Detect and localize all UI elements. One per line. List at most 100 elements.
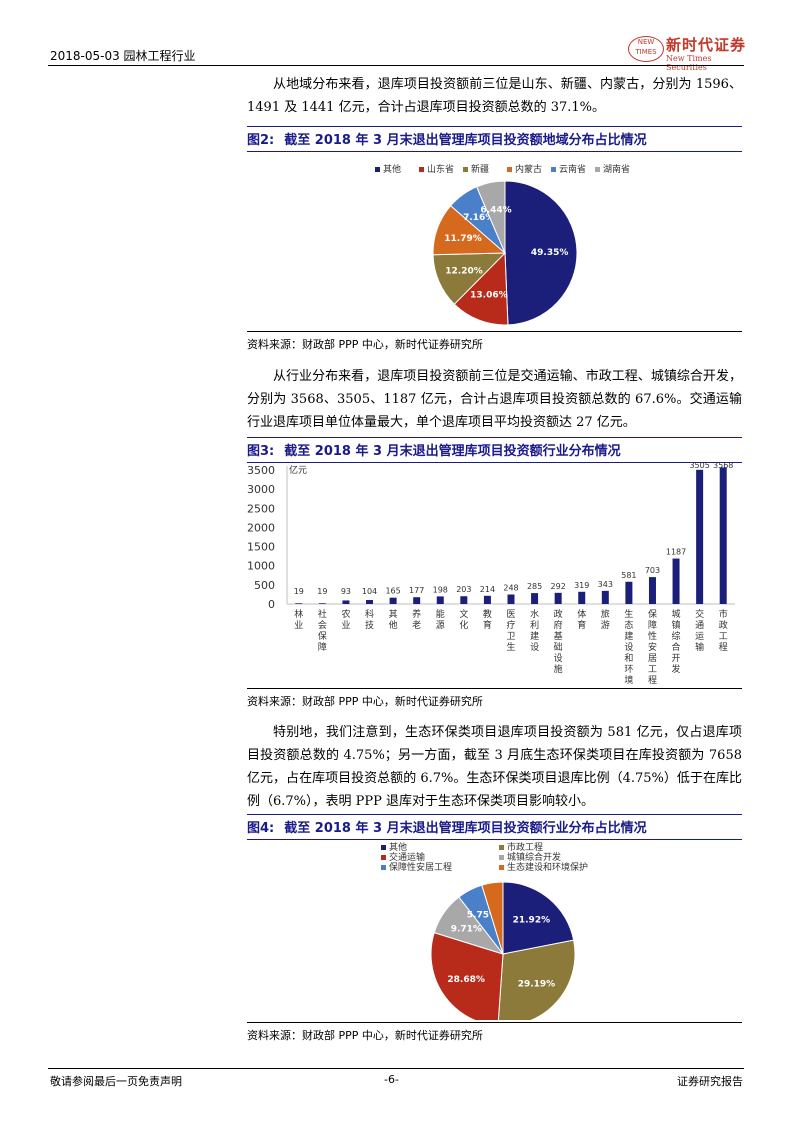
legend-swatch — [595, 167, 600, 172]
pie-slice — [475, 180, 506, 254]
bar-value-label: 165 — [385, 587, 400, 596]
figure-2-pie-chart: 其他 山东省 新疆 内蒙古 云南省 湖南省 49.35% 13.06% 12.20% 11.79%… — [375, 163, 630, 326]
paragraph-eco-projects: 特别地，我们注意到，生态环保类项目退库项目投资额为 581 亿元，仅占退库项目投… — [247, 725, 743, 809]
x-category-label-char: 综 — [672, 630, 681, 642]
bar-value-label: 3568 — [713, 461, 733, 470]
x-category-label-char: 市 — [719, 608, 728, 620]
figure-3-number: 图3: — [247, 444, 275, 459]
x-category-label-char: 源 — [436, 620, 445, 631]
legend-swatch — [499, 855, 504, 860]
x-category-label-char: 和 — [624, 653, 633, 664]
bar-体育 — [578, 591, 586, 604]
legend-label: 新疆 — [471, 163, 489, 175]
x-category-label-char: 设 — [624, 642, 633, 653]
x-category-label-char: 生 — [506, 641, 515, 653]
logo-english-name: New Times Securities — [666, 54, 712, 72]
bar-value-label: 285 — [527, 582, 542, 591]
pie-slice — [481, 881, 504, 955]
pie-data-label: 29.19% — [518, 980, 556, 990]
logo-badge-bottom: TIMES — [635, 48, 657, 56]
legend-label: 云南省 — [559, 163, 586, 175]
pie-data-label: 28.68% — [447, 975, 485, 985]
x-category-label-char: 通 — [695, 620, 704, 631]
x-category-label-char: 文 — [459, 608, 468, 620]
x-category-label-char: 合 — [672, 641, 681, 653]
figure-4-source: 资料来源：财政部 PPP 中心，新时代证券研究所 — [247, 1022, 742, 1043]
bar-value-label: 19 — [294, 587, 304, 596]
bar-value-label: 198 — [433, 585, 448, 594]
footer-page-number: -6- — [384, 1073, 399, 1086]
bar-value-label: 203 — [456, 585, 471, 594]
x-category-label-char: 输 — [695, 641, 704, 653]
legend-label: 其他 — [383, 163, 401, 175]
x-category-label-group: 农业 — [341, 608, 350, 631]
x-category-label-char: 运 — [695, 631, 704, 642]
x-category-label-char: 林 — [294, 608, 303, 620]
x-category-label-char: 业 — [341, 620, 350, 631]
legend-swatch — [551, 167, 556, 172]
x-category-label-char: 育 — [577, 619, 586, 631]
x-category-label-char: 社 — [318, 608, 327, 620]
x-category-label-char: 老 — [412, 619, 421, 631]
x-category-label-char: 他 — [389, 619, 398, 631]
bar-value-label: 292 — [551, 582, 566, 591]
x-category-label-char: 疗 — [506, 619, 515, 631]
logo-chinese-name: 新时代证券 — [666, 36, 747, 54]
header-divider — [48, 65, 744, 66]
bar-value-label: 703 — [645, 566, 660, 575]
x-category-label-group: 文化 — [459, 608, 468, 631]
bar-教育 — [483, 595, 491, 604]
pie-data-label: 21.92% — [513, 916, 551, 926]
x-category-label-char: 工 — [648, 665, 657, 675]
y-tick-label: 2500 — [247, 502, 275, 515]
legend-label: 城镇综合开发 — [507, 851, 561, 863]
figure-2-title: 图2: 截至 2018 年 3 月末退出管理库项目投资额地域分布占比情况 — [247, 126, 742, 152]
x-category-label-group: 科技 — [365, 608, 374, 631]
figure-2-caption: 截至 2018 年 3 月末退出管理库项目投资额地域分布占比情况 — [284, 133, 647, 148]
y-tick-label: 0 — [268, 598, 275, 611]
x-category-label-char: 科 — [365, 608, 374, 620]
x-category-label-char: 其 — [389, 609, 398, 620]
bar-市政工程 — [719, 467, 727, 604]
paragraph-industry-distribution: 从行业分布来看，退库项目投资额前三位是交通运输、市政工程、城镇综合开发，分别为 … — [247, 369, 742, 430]
x-category-label-char: 设 — [530, 642, 539, 653]
bar-社会保障 — [318, 603, 326, 604]
bar-文化 — [460, 596, 468, 604]
x-category-label-char: 政 — [719, 619, 728, 631]
header-date-industry: 2018-05-03 园林工程行业 — [50, 49, 196, 63]
figure-3-bar-chart: 3500300025002000150010005000亿元19林业19社会保障… — [247, 461, 735, 686]
bar-医疗卫生 — [507, 594, 515, 604]
bar-能源 — [436, 596, 444, 604]
bar-交通运输 — [696, 469, 704, 604]
x-category-label-char: 保 — [318, 630, 327, 642]
x-category-label-group: 体育 — [577, 608, 586, 631]
y-tick-label: 3500 — [247, 464, 275, 477]
y-tick-label: 500 — [254, 579, 275, 592]
y-tick-label: 2000 — [247, 521, 275, 534]
x-category-label-char: 能 — [436, 608, 445, 620]
x-category-label-group: 林业 — [294, 608, 303, 631]
bar-value-label: 93 — [341, 587, 351, 596]
bar-养老 — [413, 597, 421, 604]
x-category-label-group: 教育 — [483, 608, 492, 631]
pie-data-label: 5.75% — [467, 910, 498, 920]
x-category-label-char: 生 — [624, 608, 633, 620]
bar-value-label: 177 — [409, 586, 424, 595]
x-category-label-char: 府 — [554, 619, 563, 631]
x-category-label-char: 基 — [554, 630, 563, 642]
pie-data-label: 12.20% — [445, 267, 483, 277]
bar-农业 — [342, 600, 350, 604]
bar-其他 — [389, 597, 397, 604]
x-category-label-char: 保 — [648, 608, 657, 620]
pie-slice — [497, 939, 576, 1020]
company-logo: NEW TIMES 新时代证券 New Times Securities — [628, 32, 748, 72]
bar-value-label: 343 — [598, 580, 613, 589]
legend-swatch — [375, 167, 380, 172]
bar-value-label: 1187 — [666, 548, 686, 557]
pie-data-label: 49.35% — [531, 248, 569, 258]
y-tick-label: 1000 — [247, 560, 275, 573]
x-category-label-char: 农 — [341, 608, 350, 620]
